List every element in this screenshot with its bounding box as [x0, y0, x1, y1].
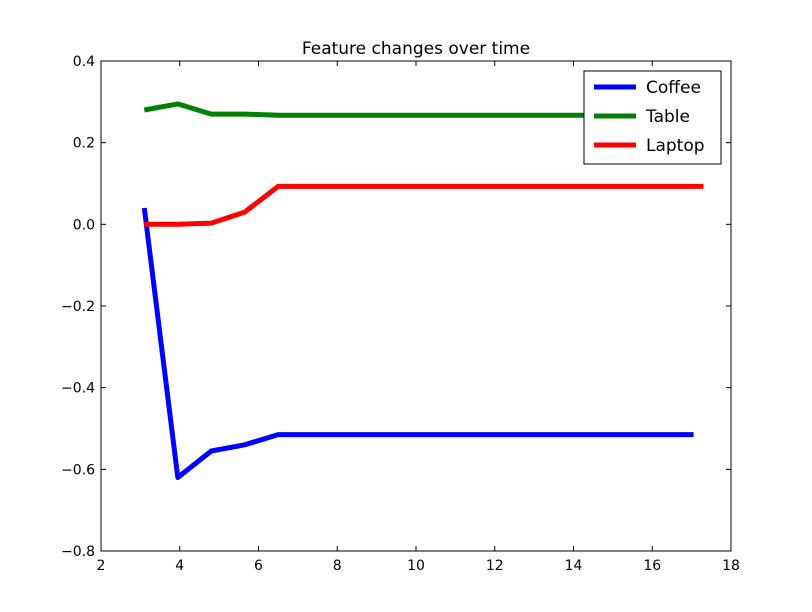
x-tick-label: 2: [97, 558, 106, 574]
x-tick-label: 10: [407, 558, 425, 574]
axis-ticks: 2 4 6 8 10 12 14 16 18 −0.8 −0.6 −0.4 −0.2 0.0 0.2 0.4: [61, 54, 740, 574]
legend-label: Coffee: [646, 78, 701, 98]
chart-title: Feature changes over time: [302, 39, 530, 59]
x-tick-label: 4: [175, 558, 184, 574]
x-tick-label: 18: [722, 558, 740, 574]
legend: Coffee Table Laptop: [583, 70, 722, 165]
legend-label: Laptop: [646, 136, 705, 156]
y-tick-label: −0.6: [61, 462, 95, 478]
y-tick-label: −0.8: [61, 544, 95, 560]
x-tick-label: 6: [254, 558, 263, 574]
y-tick-label: 0.4: [73, 54, 95, 70]
series-line-laptop: [144, 183, 704, 227]
y-tick-label: 0.0: [73, 217, 95, 233]
x-tick-label: 14: [565, 558, 583, 574]
x-tick-label: 12: [486, 558, 504, 574]
series-line-coffee: [141, 207, 694, 480]
legend-label: Table: [645, 107, 690, 127]
x-tick-label: 16: [643, 558, 661, 574]
y-tick-label: −0.4: [61, 381, 95, 397]
x-tick-label: 8: [333, 558, 342, 574]
y-tick-label: 0.2: [73, 136, 95, 152]
y-tick-label: −0.2: [61, 299, 95, 315]
